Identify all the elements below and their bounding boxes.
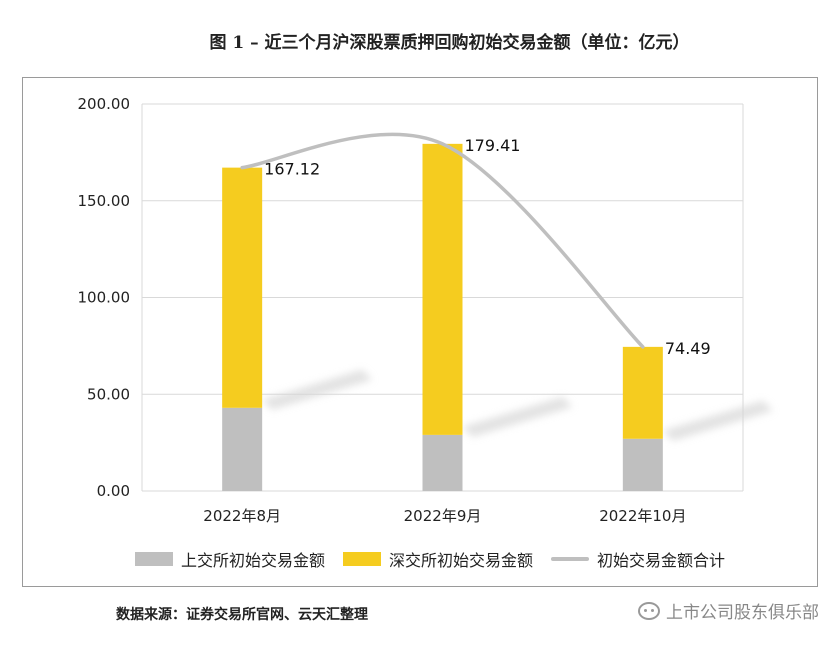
x-tick-label: 2022年8月: [203, 507, 281, 525]
legend-item-total: 初始交易金额合计: [551, 547, 725, 571]
bar-shadow: [662, 400, 773, 441]
legend-item-szse: 深交所初始交易金额: [342, 547, 533, 571]
legend-swatch-sse: [134, 552, 173, 566]
chart-frame: [22, 77, 818, 587]
y-tick-label: 100.00: [78, 289, 131, 307]
bar-szse: [422, 143, 463, 435]
bar-shadow: [262, 369, 373, 410]
y-tick-label: 200.00: [78, 95, 131, 113]
watermark-text: 上市公司股东俱乐部: [666, 603, 819, 623]
data-label-total: 179.41: [465, 136, 521, 155]
data-source-note: 数据来源：证券交易所官网、云天汇整理: [116, 607, 368, 623]
bar-sse: [222, 407, 263, 491]
bar-sse: [622, 438, 663, 491]
series-line-total: [240, 132, 645, 349]
watermark: 上市公司股东俱乐部: [638, 598, 819, 623]
figure-title: 图 1 – 近三个月沪深股票质押回购初始交易金额（单位：亿元）: [209, 33, 690, 53]
y-tick-label: 150.00: [78, 192, 131, 210]
wechat-icon: [638, 601, 660, 620]
legend-label-sse: 上交所初始交易金额: [180, 551, 325, 570]
bar-szse: [222, 167, 263, 408]
chart-legend: 上交所初始交易金额 深交所初始交易金额 初始交易金额合计: [90, 547, 770, 571]
legend-label-szse: 深交所初始交易金额: [388, 551, 533, 570]
y-tick-label: 0.00: [97, 482, 130, 500]
x-tick-label: 2022年10月: [599, 507, 686, 525]
x-tick-label: 2022年9月: [404, 507, 482, 525]
bar-shadow: [462, 396, 573, 437]
legend-item-sse: 上交所初始交易金额: [134, 547, 325, 571]
bar-sse: [422, 434, 463, 491]
data-label-total: 74.49: [665, 339, 711, 358]
legend-swatch-total: [551, 557, 589, 561]
data-label-total: 167.12: [264, 160, 320, 179]
legend-label-total: 初始交易金额合计: [597, 551, 726, 570]
y-tick-label: 50.00: [87, 385, 130, 403]
legend-swatch-szse: [342, 552, 381, 566]
bar-szse: [622, 346, 663, 439]
